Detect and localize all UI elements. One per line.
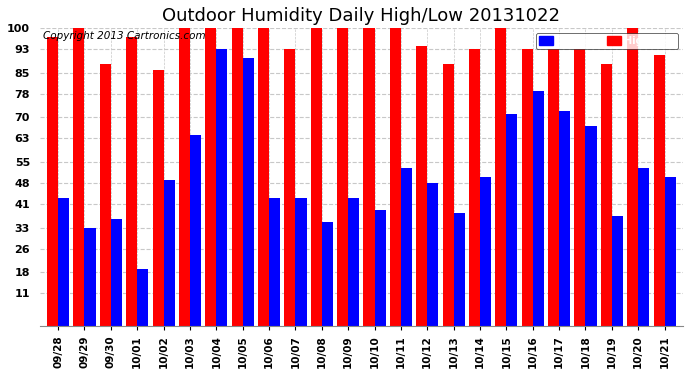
Bar [310,28,322,326]
Bar [574,49,586,326]
Bar [190,135,201,326]
Bar [284,49,295,326]
Bar [390,28,401,326]
Bar [586,126,597,326]
Bar [442,64,453,326]
Bar [627,28,638,326]
Bar [73,28,84,326]
Bar [364,28,375,326]
Bar [453,213,465,326]
Bar [243,58,254,326]
Bar [205,28,217,326]
Bar [295,198,306,326]
Bar [559,111,570,326]
Bar [137,270,148,326]
Bar [495,28,506,326]
Bar [612,216,623,326]
Bar [506,114,518,326]
Bar [232,28,243,326]
Bar [401,168,412,326]
Bar [638,168,649,326]
Bar [164,180,175,326]
Bar [416,46,427,326]
Bar [601,64,612,326]
Bar [217,49,228,326]
Bar [152,70,164,326]
Bar [337,28,348,326]
Text: Copyright 2013 Cartronics.com: Copyright 2013 Cartronics.com [43,31,206,41]
Bar [111,219,122,326]
Bar [522,49,533,326]
Bar [664,177,676,326]
Bar [179,28,190,326]
Bar [58,198,69,326]
Bar [469,49,480,326]
Bar [269,198,280,326]
Bar [126,37,137,326]
Bar [548,49,559,326]
Bar [100,64,111,326]
Bar [427,183,438,326]
Bar [375,210,386,326]
Bar [533,90,544,326]
Bar [348,198,359,326]
Bar [258,28,269,326]
Title: Outdoor Humidity Daily High/Low 20131022: Outdoor Humidity Daily High/Low 20131022 [162,7,560,25]
Bar [84,228,96,326]
Bar [322,222,333,326]
Bar [653,55,664,326]
Bar [47,37,58,326]
Bar [480,177,491,326]
Legend: Low  (%), High  (%): Low (%), High (%) [536,33,678,49]
